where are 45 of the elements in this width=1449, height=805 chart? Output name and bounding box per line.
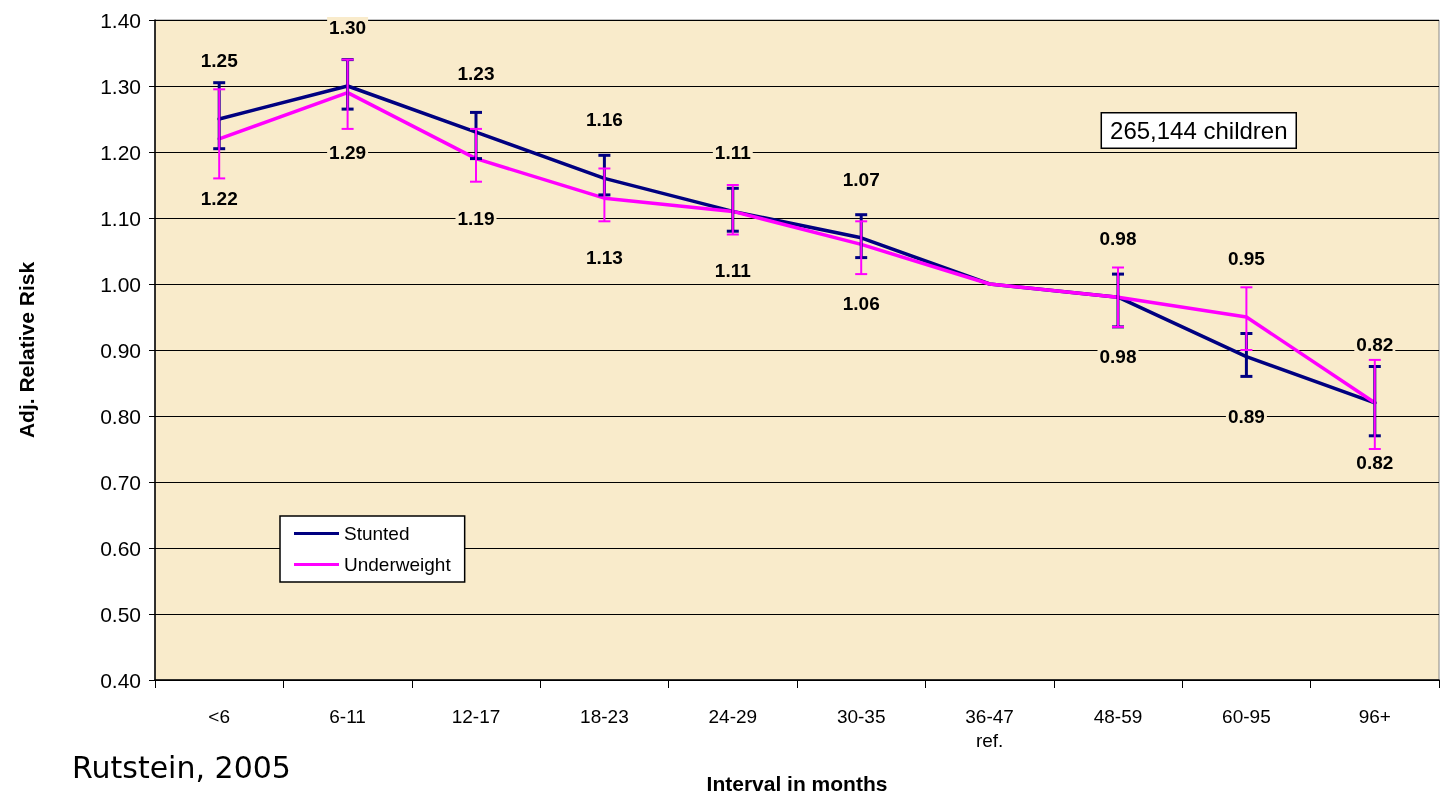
- y-tick-label: 0.60: [100, 536, 141, 560]
- data-label: 1.07: [842, 168, 880, 190]
- y-tick-label: 1.30: [100, 74, 141, 98]
- annotation: 265,144 children: [1110, 117, 1288, 144]
- x-tick-label: 24-29: [708, 705, 758, 727]
- data-label: 1.11: [714, 142, 752, 164]
- data-label: 1.29: [329, 141, 367, 163]
- data-label: 1.25: [200, 50, 239, 71]
- y-tick-label: 1.40: [100, 8, 141, 32]
- x-tick-label: 6-11: [329, 705, 366, 727]
- legend-label: Stunted: [344, 523, 410, 544]
- x-tick-label: 60-95: [1222, 705, 1271, 727]
- data-label: 0.82: [1356, 333, 1394, 355]
- y-tick-label: 0.80: [100, 404, 141, 428]
- data-label: 1.06: [842, 293, 880, 315]
- x-tick-label: 96+: [1358, 705, 1391, 727]
- x-tick-label: <6: [208, 705, 231, 727]
- data-label: 1.13: [585, 247, 623, 269]
- data-label: 1.30: [329, 17, 367, 38]
- x-tick-label: 12-17: [451, 705, 501, 727]
- data-label: 0.82: [1356, 451, 1394, 473]
- data-label: 0.98: [1099, 346, 1137, 368]
- text: Rutstein, 2005: [72, 749, 291, 785]
- y-tick-label: 1.00: [100, 272, 141, 296]
- y-tick-label: 0.90: [100, 338, 141, 362]
- data-label: 1.11: [714, 260, 752, 282]
- data-label: 0.95: [1227, 248, 1266, 269]
- y-tick-label: 1.10: [100, 206, 141, 230]
- y-tick-label: 1.20: [100, 140, 141, 164]
- data-label: 0.98: [1099, 228, 1137, 250]
- data-label: 0.89: [1227, 405, 1265, 427]
- x-tick-label: 48-59: [1093, 705, 1143, 727]
- x-axis-title: Interval in months: [706, 772, 888, 795]
- y-tick-label: 0.50: [100, 602, 141, 626]
- legend-label: Underweight: [344, 554, 452, 575]
- data-label: 1.23: [457, 63, 495, 85]
- y-tick-label: 0.70: [100, 470, 141, 494]
- y-axis-title: Adj. Relative Risk: [15, 261, 38, 439]
- x-tick-label: 18-23: [580, 705, 629, 727]
- data-label: 1.19: [457, 207, 495, 229]
- x-tick-label: 36-47 ref.: [965, 705, 1014, 751]
- y-tick-label: 0.40: [100, 668, 141, 692]
- data-label: 1.22: [200, 187, 238, 209]
- x-tick-label: 30-35: [836, 705, 886, 727]
- data-label: 1.16: [585, 109, 623, 131]
